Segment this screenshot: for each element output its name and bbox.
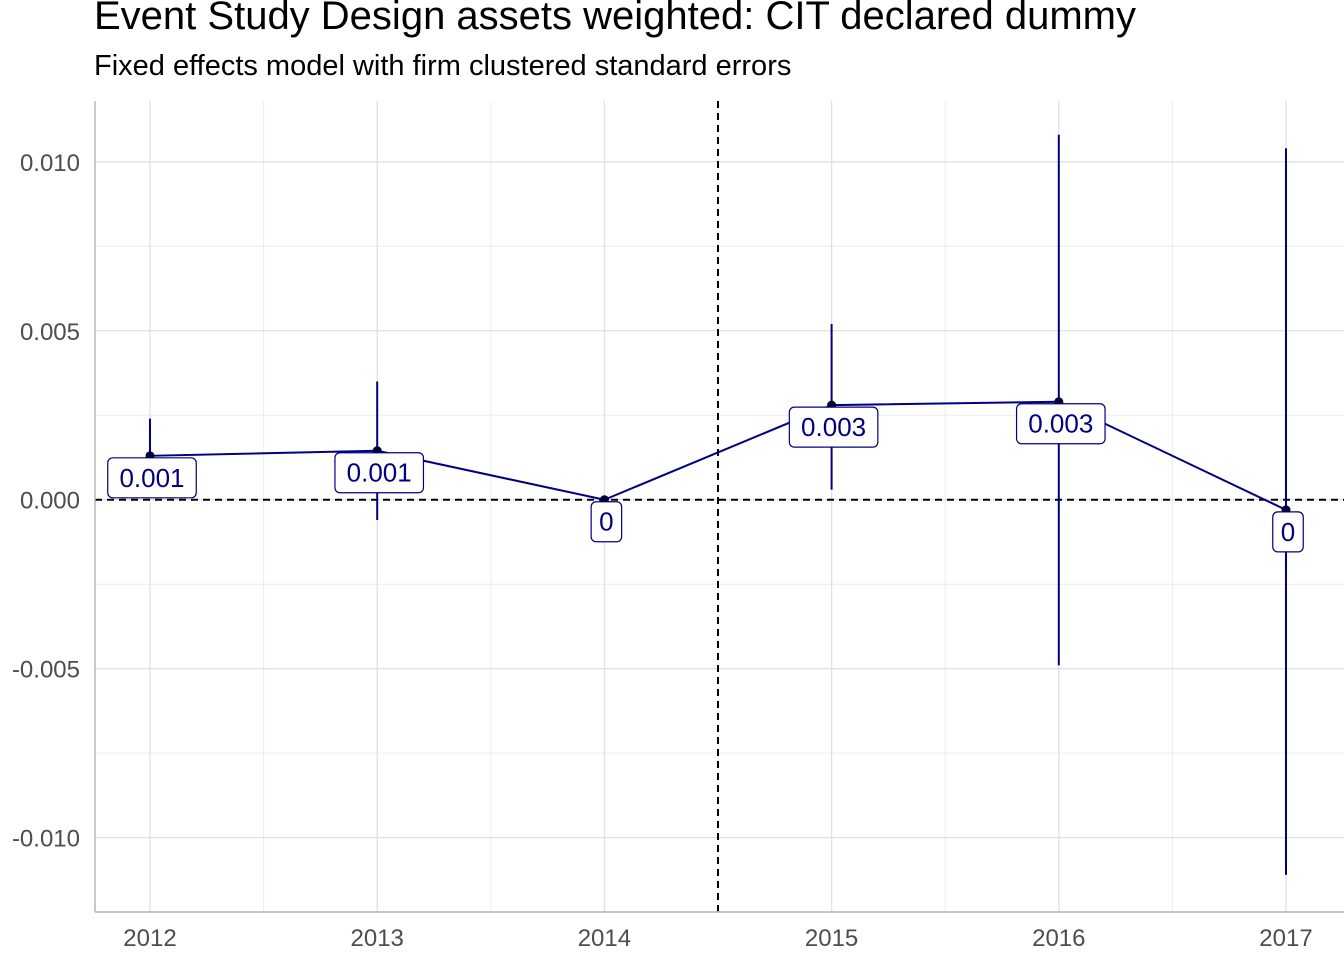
x-tick-label: 2014	[578, 925, 631, 952]
grid-minor	[95, 101, 1344, 912]
chart-subtitle: Fixed effects model with firm clustered …	[94, 50, 792, 82]
y-tick-label: 0.005	[20, 319, 80, 346]
data-label-box-2014	[590, 501, 623, 543]
x-tick-label: 2015	[805, 925, 858, 952]
data-label-2015: 0.003	[801, 412, 866, 442]
data-label-box-2012	[107, 457, 197, 499]
y-tick-label: 0.010	[20, 150, 80, 177]
data-label-2016: 0.003	[1028, 409, 1093, 439]
x-tick-label: 2017	[1259, 925, 1312, 952]
data-label-2013: 0.001	[347, 458, 412, 488]
data-label-box-2017	[1272, 511, 1304, 553]
data-labels: 0.001 0.001 0 0.003 0.003 0	[107, 403, 1304, 553]
data-label-2012: 0.001	[119, 463, 184, 493]
axes	[94, 101, 1344, 913]
y-tick-label: -0.005	[12, 657, 80, 684]
x-tick-label: 2012	[123, 925, 176, 952]
y-tick-label: -0.010	[12, 826, 80, 853]
x-tick-label: 2016	[1032, 925, 1085, 952]
x-tick-label: 2013	[351, 925, 404, 952]
grid-major	[95, 101, 1344, 912]
chart-title: Event Study Design assets weighted: CIT …	[94, 0, 1136, 38]
data-label-box-2016	[1015, 403, 1106, 445]
data-label-box-2013	[334, 452, 425, 494]
data-label-2017: 0	[1281, 517, 1295, 547]
data-label-2014: 0	[599, 507, 613, 537]
data-label-box-2015	[788, 406, 879, 448]
reference-lines	[95, 101, 1344, 912]
y-tick-label: 0.000	[20, 488, 80, 515]
tick-labels: 0.010 0.005 0.000 -0.005 -0.010 2012 2013 2014 2…	[12, 150, 1313, 952]
